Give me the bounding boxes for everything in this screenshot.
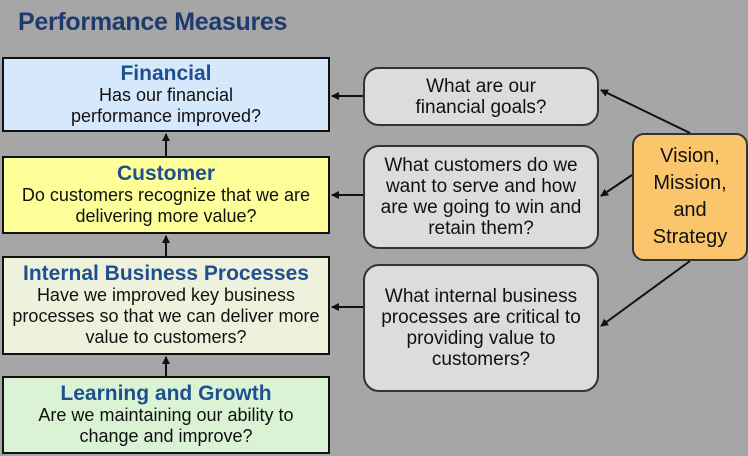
internal-business-processes-heading: Internal Business Processes <box>23 262 309 285</box>
internal-business-processes-text: Have we improved key business processes … <box>12 285 320 347</box>
financial-question-box: What are our financial goals? <box>363 67 599 126</box>
learning-growth-box: Learning and Growth Are we maintaining o… <box>2 376 330 454</box>
arrow-vision-to-q1 <box>600 89 691 134</box>
customer-question-box: What customers do we want to serve and h… <box>363 145 599 249</box>
process-question-box: What internal business processes are cri… <box>363 264 599 392</box>
internal-business-processes-box: Internal Business Processes Have we impr… <box>2 256 330 355</box>
customer-text: Do customers recognize that we are deliv… <box>21 185 311 226</box>
vision-mission-strategy-text: Vision, Mission, and Strategy <box>652 145 728 248</box>
process-question-text: What internal business processes are cri… <box>381 286 581 370</box>
diagram-title: Performance Measures <box>18 8 288 36</box>
learning-growth-heading: Learning and Growth <box>60 382 272 405</box>
customer-question-text: What customers do we want to serve and h… <box>380 155 582 239</box>
vision-mission-strategy-box: Vision, Mission, and Strategy <box>632 133 748 261</box>
customer-heading: Customer <box>116 162 216 185</box>
arrow-vision-to-q3 <box>600 260 691 327</box>
financial-question-text: What are our financial goals? <box>415 75 547 118</box>
learning-growth-text: Are we maintaining our ability to change… <box>38 405 294 446</box>
financial-text: Has our financial performance improved? <box>70 84 262 126</box>
financial-box: Financial Has our financial performance … <box>2 57 330 132</box>
arrow-vision-to-q2 <box>600 174 633 197</box>
financial-heading: Financial <box>120 61 212 85</box>
customer-box: Customer Do customers recognize that we … <box>2 156 330 234</box>
